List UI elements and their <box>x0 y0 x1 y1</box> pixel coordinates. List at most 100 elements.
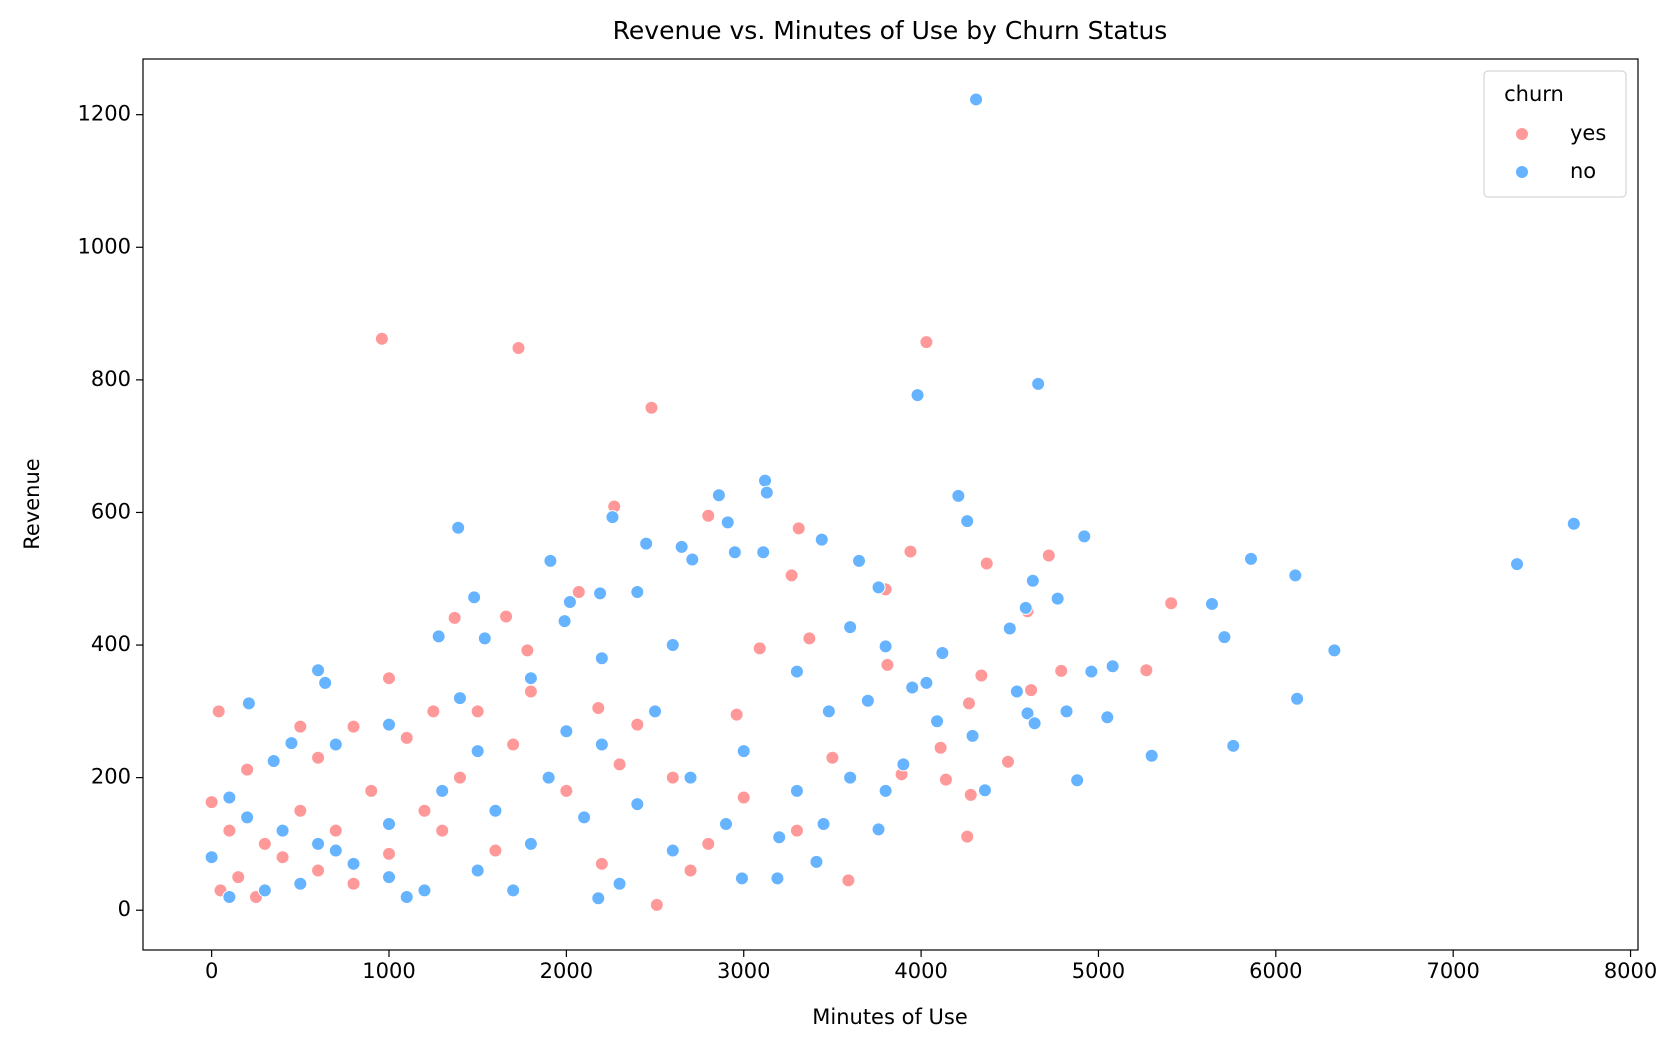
x-tick-label: 2000 <box>540 959 593 983</box>
point <box>311 750 326 765</box>
legend-marker <box>1515 165 1529 179</box>
point <box>284 736 299 751</box>
point <box>222 823 237 838</box>
point <box>591 701 606 716</box>
point <box>499 609 514 624</box>
point <box>878 639 893 654</box>
y-tick-label: 0 <box>118 897 131 921</box>
x-tick-label: 5000 <box>1072 959 1125 983</box>
plot-frame <box>142 58 1639 951</box>
point <box>871 822 886 837</box>
point <box>961 696 976 711</box>
point <box>520 643 535 658</box>
point <box>488 803 503 818</box>
point <box>559 783 574 798</box>
point <box>1031 376 1046 391</box>
point <box>240 810 255 825</box>
point <box>960 829 975 844</box>
x-tick-label: 7000 <box>1426 959 1479 983</box>
legend-title: churn <box>1504 82 1564 106</box>
point <box>938 772 953 787</box>
point <box>814 532 829 547</box>
point <box>756 545 771 560</box>
point <box>843 620 858 635</box>
point <box>470 744 485 759</box>
point <box>435 823 450 838</box>
point <box>591 891 606 906</box>
point <box>311 663 326 678</box>
point <box>878 783 893 798</box>
point <box>240 762 255 777</box>
point <box>935 646 950 660</box>
point <box>382 817 397 832</box>
point <box>910 388 925 403</box>
point <box>1050 591 1065 606</box>
point <box>382 870 397 885</box>
point <box>382 717 397 732</box>
point <box>852 553 867 568</box>
point <box>557 614 572 629</box>
point <box>683 863 698 878</box>
point <box>1025 573 1040 588</box>
point <box>758 473 773 488</box>
point <box>905 680 920 695</box>
point <box>1070 773 1085 788</box>
point <box>1020 706 1035 721</box>
point <box>311 863 326 878</box>
point <box>789 823 804 838</box>
point <box>685 552 700 567</box>
point <box>543 553 558 568</box>
point <box>1144 748 1159 763</box>
point <box>770 871 785 886</box>
point <box>470 863 485 878</box>
point <box>467 590 482 605</box>
point <box>674 539 689 554</box>
point <box>784 568 799 583</box>
point <box>727 545 742 560</box>
point <box>328 843 343 858</box>
point <box>860 693 875 708</box>
point <box>711 488 726 503</box>
point <box>364 783 379 798</box>
x-tick-label: 4000 <box>894 959 947 983</box>
point <box>1018 600 1033 615</box>
point <box>266 754 281 769</box>
point <box>1204 596 1219 611</box>
point <box>222 790 237 805</box>
point <box>506 883 521 898</box>
point <box>729 707 744 722</box>
point <box>594 856 609 871</box>
point <box>399 889 414 904</box>
point <box>644 400 659 415</box>
point <box>821 704 836 719</box>
point <box>511 341 526 356</box>
point <box>1288 568 1303 583</box>
point <box>1164 596 1179 611</box>
point <box>328 823 343 838</box>
point <box>736 790 751 805</box>
point <box>382 671 397 686</box>
point <box>470 704 485 719</box>
point <box>452 691 467 706</box>
y-tick-label: 400 <box>91 632 131 656</box>
point <box>919 335 934 350</box>
point <box>630 797 645 812</box>
point <box>965 728 980 743</box>
point <box>612 757 627 772</box>
point <box>1226 738 1241 753</box>
point <box>979 556 994 571</box>
point <box>665 843 680 858</box>
x-tick-label: 6000 <box>1249 959 1302 983</box>
point <box>701 508 716 523</box>
point <box>204 795 219 810</box>
point <box>346 719 361 734</box>
point <box>1510 557 1525 572</box>
point <box>523 671 538 686</box>
point <box>346 876 361 891</box>
point <box>399 730 414 745</box>
point <box>759 485 774 500</box>
point <box>1002 621 1017 636</box>
point <box>903 544 918 559</box>
